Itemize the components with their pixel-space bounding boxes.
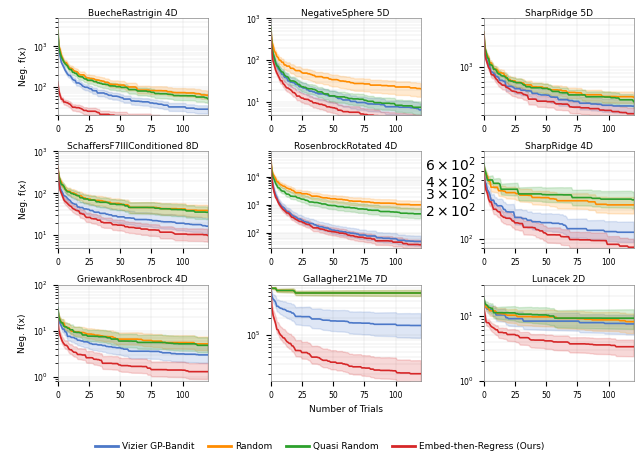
Y-axis label: Neg. f(x): Neg. f(x) bbox=[19, 313, 28, 353]
Title: SchaffersF7IllConditioned 8D: SchaffersF7IllConditioned 8D bbox=[67, 142, 198, 151]
Title: BuecheRastrigin 4D: BuecheRastrigin 4D bbox=[88, 9, 177, 17]
Title: SharpRidge 4D: SharpRidge 4D bbox=[525, 142, 593, 151]
Y-axis label: Neg. f(x): Neg. f(x) bbox=[19, 47, 28, 86]
Title: RosenbrockRotated 4D: RosenbrockRotated 4D bbox=[294, 142, 397, 151]
Title: Lunacek 2D: Lunacek 2D bbox=[532, 275, 585, 284]
Y-axis label: Neg. f(x): Neg. f(x) bbox=[19, 180, 28, 219]
Title: GriewankRosenbrock 4D: GriewankRosenbrock 4D bbox=[77, 275, 188, 284]
X-axis label: Number of Trials: Number of Trials bbox=[308, 405, 383, 414]
Title: SharpRidge 5D: SharpRidge 5D bbox=[525, 9, 593, 17]
Title: NegativeSphere 5D: NegativeSphere 5D bbox=[301, 9, 390, 17]
Legend: Vizier GP-Bandit, Random, Quasi Random, Embed-then-Regress (Ours): Vizier GP-Bandit, Random, Quasi Random, … bbox=[92, 438, 548, 454]
Title: Gallagher21Me 7D: Gallagher21Me 7D bbox=[303, 275, 388, 284]
